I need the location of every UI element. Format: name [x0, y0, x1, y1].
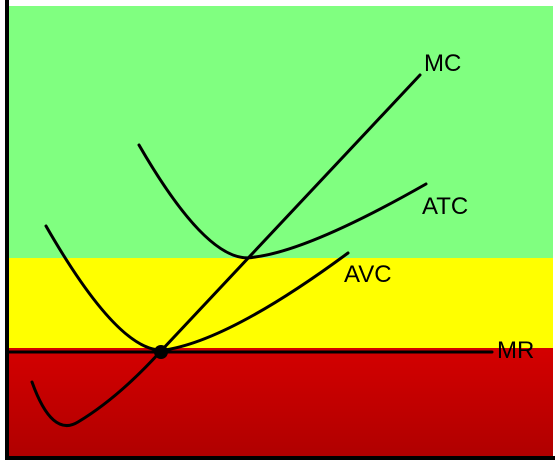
avc-label: AVC — [344, 261, 392, 288]
mr-label: MR — [497, 337, 534, 364]
loss-zone-yellow — [8, 258, 553, 348]
atc-curve — [137, 143, 428, 260]
shutdown-point — [154, 345, 168, 359]
atc-label: ATC — [422, 193, 468, 220]
profit-zone-green — [8, 6, 553, 258]
shutdown-zone-red — [8, 348, 553, 456]
mc-curve — [30, 73, 422, 428]
mc-label: MC — [424, 50, 461, 77]
